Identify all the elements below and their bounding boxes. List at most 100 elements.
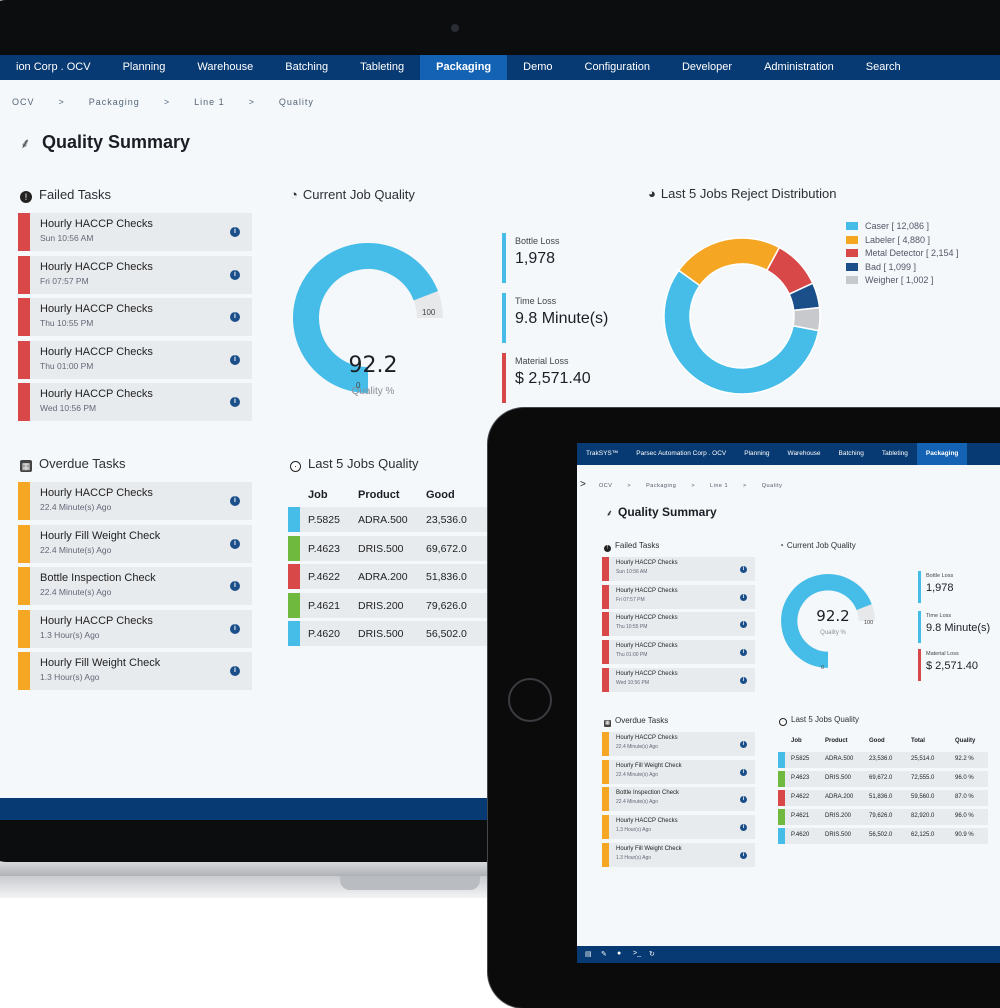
info-icon[interactable]: i — [740, 566, 747, 573]
tablet-breadcrumb-item[interactable]: Packaging — [646, 483, 677, 489]
nav-item-8[interactable]: Developer — [681, 61, 733, 73]
tablet-nav-item-0[interactable]: TrakSYS™ — [586, 450, 619, 457]
breadcrumb-item[interactable]: Packaging — [88, 97, 140, 107]
info-icon[interactable]: i — [740, 768, 747, 776]
tablet-overdue-task-item[interactable]: Hourly Fill Weight Check 1.3 Hour(s) Ago i — [602, 842, 755, 867]
reject-distribution-title: ◕ Last 5 Jobs Reject Distribution — [648, 186, 836, 201]
nav-item-6[interactable]: Demo — [523, 61, 553, 73]
donut-slice-caser[interactable] — [663, 269, 820, 395]
tablet-overdue-task-item[interactable]: Hourly HACCP Checks 22.4 Minute(s) Ago i — [602, 732, 755, 756]
table-row[interactable]: P.4621 DRIS.200 79,626.0 — [288, 592, 498, 622]
tablet-table-row[interactable]: P.5825 ADRA.500 23,536.0 25,514.0 92.2 % — [778, 751, 988, 770]
info-icon[interactable]: i — [230, 538, 240, 549]
failed-task-item[interactable]: Hourly HACCP Checks Thu 10:55 PM i — [18, 298, 252, 336]
task-time: Fri 07:57 PM — [616, 596, 645, 603]
info-icon[interactable]: i — [230, 666, 240, 676]
nav-item-9[interactable]: Administration — [764, 61, 834, 73]
tablet-overdue-task-item[interactable]: Hourly Fill Weight Check 22.4 Minute(s) A… — [602, 759, 755, 784]
nav-item-1[interactable]: Planning — [122, 61, 166, 73]
tablet-breadcrumb: OCV > Packaging > Line 1 > Quality — [599, 483, 797, 489]
failed-task-item[interactable]: Hourly HACCP Checks Fri 07:57 PM i — [18, 255, 252, 294]
overdue-task-item[interactable]: Hourly Fill Weight Check 1.3 Hour(s) Ago i — [18, 652, 252, 690]
cell-product: DRIS.200 — [358, 599, 404, 612]
breadcrumb-item[interactable]: Quality — [278, 97, 314, 107]
info-icon[interactable]: i — [740, 796, 747, 804]
info-icon[interactable]: i — [230, 496, 240, 506]
info-icon[interactable]: i — [230, 581, 240, 591]
failed-task-item[interactable]: Hourly HACCP Checks Wed 10:56 PM i — [18, 383, 252, 421]
terminal-icon[interactable]: >_ — [633, 950, 641, 957]
tablet-clock-icon: · — [779, 718, 787, 726]
table-row[interactable]: P.4620 DRIS.500 56,502.0 — [288, 621, 498, 650]
task-status-bar — [602, 557, 609, 581]
task-time: 22.4 Minute(s) Ago — [40, 502, 112, 512]
nav-item-4[interactable]: Tableting — [360, 61, 405, 73]
nav-item-10[interactable]: Search — [865, 61, 901, 73]
table-row[interactable]: P.4622 ADRA.200 51,836.0 — [288, 564, 498, 593]
nav-item-5[interactable]: Packaging — [420, 55, 508, 80]
tablet-failed-task-item[interactable]: Hourly HACCP Checks Thu 01:00 PM i — [602, 640, 755, 665]
tablet-breadcrumb-item[interactable]: Quality — [761, 483, 783, 489]
info-icon[interactable]: i — [740, 824, 747, 832]
failed-task-item[interactable]: Hourly HACCP Checks Thu 01:00 PM i — [18, 340, 252, 379]
table-row[interactable]: P.5825 ADRA.500 23,536.0 — [288, 507, 498, 536]
legend-label: Bad [ 1,099 ] — [865, 261, 917, 272]
tablet-nav-item-5[interactable]: Tableting — [881, 450, 908, 457]
gauge-fill — [293, 243, 438, 393]
info-icon[interactable]: i — [230, 312, 240, 322]
breadcrumb-item[interactable]: OCV — [12, 97, 35, 107]
tablet-nav-item-4[interactable]: Batching — [838, 450, 864, 457]
info-icon[interactable]: i — [230, 354, 240, 365]
donut-slice-weigher[interactable] — [792, 306, 821, 332]
tablet-col-good: Good — [869, 738, 885, 744]
tablet-breadcrumb-item[interactable]: Line 1 — [710, 483, 729, 489]
overdue-task-item[interactable]: Bottle Inspection Check 22.4 Minute(s) Ag… — [18, 567, 252, 605]
tablet-failed-task-item[interactable]: Hourly HACCP Checks Sun 10:56 AM i — [602, 557, 755, 581]
home-button[interactable] — [508, 678, 552, 722]
tablet-table-row[interactable]: P.4621 DRIS.200 79,626.0 82,920.0 96.0 % — [778, 808, 988, 827]
info-icon[interactable]: i — [740, 621, 747, 629]
failed-task-item[interactable]: Hourly HACCP Checks Sun 10:56 AM i — [18, 213, 252, 251]
tablet-overdue-task-item[interactable]: Hourly HACCP Checks 1.3 Hour(s) Ago i — [602, 815, 755, 840]
info-icon[interactable]: i — [740, 593, 747, 601]
breadcrumb-item[interactable]: Line 1 — [194, 97, 225, 107]
tablet-table-row[interactable]: P.4622 ADRA.200 51,836.0 59,560.0 87.0 % — [778, 789, 988, 808]
table-row[interactable]: P.4623 DRIS.500 69,672.0 — [288, 535, 498, 565]
sidebar-toggle-icon[interactable]: > — [580, 479, 586, 490]
nav-item-2[interactable]: Warehouse — [197, 61, 254, 73]
info-icon[interactable]: i — [740, 741, 747, 748]
info-icon[interactable]: i — [740, 649, 747, 657]
tablet-row-status-bar — [778, 771, 785, 787]
overdue-task-item[interactable]: Hourly HACCP Checks 22.4 Minute(s) Ago i — [18, 482, 252, 520]
tablet-nav-item-2[interactable]: Planning — [744, 450, 770, 457]
legend-label: Metal Detector [ 2,154 ] — [865, 248, 959, 258]
list-icon[interactable]: ▤ — [585, 951, 592, 958]
nav-item-0[interactable]: ion Corp . OCV — [16, 61, 91, 73]
tablet-failed-task-item[interactable]: Hourly HACCP Checks Thu 10:55 PM i — [602, 612, 755, 637]
overdue-task-item[interactable]: Hourly Fill Weight Check 22.4 Minute(s) A… — [18, 524, 252, 563]
tablet-nav-item-3[interactable]: Warehouse — [787, 450, 821, 457]
task-time: 22.4 Minute(s) Ago — [40, 544, 112, 555]
last-jobs-label: Last 5 Jobs Quality — [308, 456, 419, 471]
tablet-nav-item-6[interactable]: Packaging — [916, 443, 968, 465]
info-icon[interactable]: i — [740, 851, 747, 859]
tablet-breadcrumb-item[interactable]: OCV — [599, 483, 613, 489]
info-icon[interactable]: i — [230, 623, 240, 634]
info-icon[interactable]: i — [230, 269, 240, 280]
tablet-nav-item-1[interactable]: Parsec Automation Corp . OCV — [636, 450, 727, 457]
tablet-failed-task-item[interactable]: Hourly HACCP Checks Fri 07:57 PM i — [602, 584, 755, 609]
tablet-overdue-task-item[interactable]: Bottle Inspection Check 22.4 Minute(s) Ag… — [602, 787, 755, 812]
nav-item-7[interactable]: Configuration — [584, 61, 650, 73]
refresh-icon[interactable]: ↻ — [649, 951, 655, 958]
info-icon[interactable]: i — [740, 676, 747, 684]
tablet-failed-task-item[interactable]: Hourly HACCP Checks Wed 10:56 PM i — [602, 667, 755, 692]
tablet-table-row[interactable]: P.4620 DRIS.500 56,502.0 62,125.0 90.9 % — [778, 827, 988, 846]
donut-slice-labeler[interactable] — [677, 237, 781, 287]
info-icon[interactable]: i — [230, 227, 240, 237]
tablet-table-row[interactable]: P.4623 DRIS.500 69,672.0 72,555.0 96.0 % — [778, 770, 988, 789]
edit-icon[interactable]: ✎ — [601, 951, 607, 958]
info-icon[interactable]: i — [230, 397, 240, 407]
overdue-task-item[interactable]: Hourly HACCP Checks 1.3 Hour(s) Ago i — [18, 609, 252, 648]
view-icon[interactable]: ● — [617, 950, 622, 957]
nav-item-3[interactable]: Batching — [285, 61, 329, 73]
